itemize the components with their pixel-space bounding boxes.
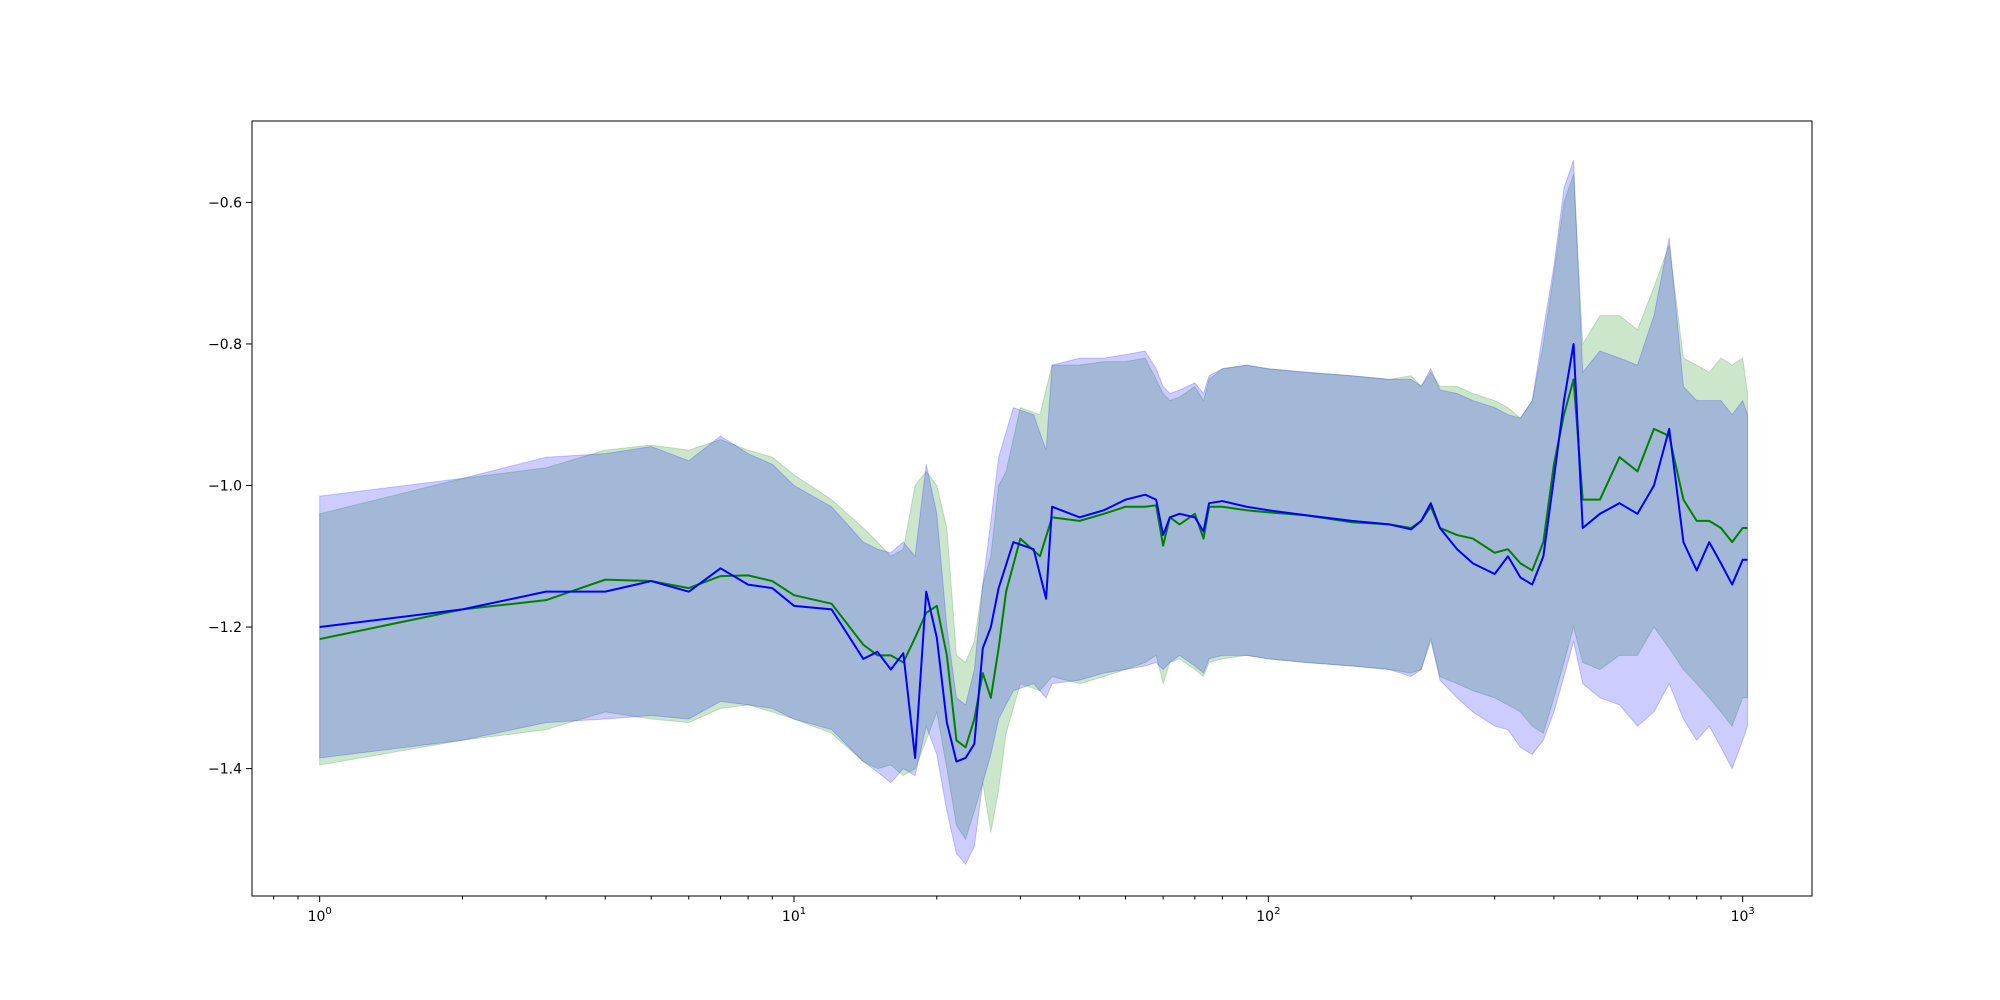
x-tick-label: 103 — [1731, 906, 1755, 925]
x-tick-base: 10 — [1731, 909, 1749, 925]
x-tick-exponent: 1 — [800, 906, 806, 917]
x-tick-base: 10 — [308, 909, 326, 925]
y-tick-label: −1.2 — [208, 620, 242, 636]
confidence-bands — [319, 159, 1749, 866]
y-tick-label: −0.8 — [208, 337, 242, 353]
plot-frame — [251, 120, 1813, 897]
x-axis: 100 101 102 103 — [273, 896, 1755, 925]
x-tick-exponent: 3 — [1748, 906, 1754, 917]
series-lines — [319, 342, 1748, 763]
x-tick-base: 10 — [1256, 909, 1274, 925]
y-axis: −1.4 −1.2 −1.0 −0.8 −0.6 — [208, 195, 252, 778]
x-tick-label: 101 — [782, 906, 806, 925]
y-tick-label: −1.0 — [208, 478, 242, 494]
x-tick-label: 100 — [308, 906, 332, 925]
x-tick-exponent: 0 — [325, 906, 331, 917]
y-tick-label: −0.6 — [208, 195, 242, 211]
x-tick-label: 102 — [1256, 906, 1280, 925]
band-series-1 — [319, 173, 1749, 841]
line-series-2 — [319, 342, 1748, 763]
x-tick-exponent: 2 — [1274, 906, 1280, 917]
band-series-2 — [319, 159, 1749, 866]
line-series-1 — [319, 378, 1748, 749]
y-tick-label: −1.4 — [208, 762, 242, 778]
x-tick-base: 10 — [782, 909, 800, 925]
